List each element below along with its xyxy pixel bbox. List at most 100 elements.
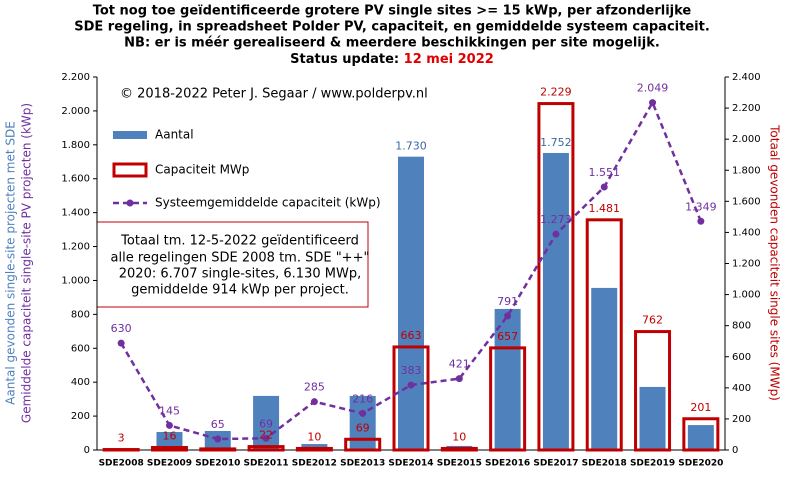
x-tick-label: SDE2016 xyxy=(485,459,530,469)
outline-bar xyxy=(199,447,237,452)
line-point xyxy=(504,312,512,320)
title-line: SDE regeling, in spreadsheet Polder PV, … xyxy=(74,20,710,35)
data-label: 421 xyxy=(449,358,470,371)
data-label: 1.273 xyxy=(540,213,572,226)
data-label: 10 xyxy=(452,430,466,443)
legend-swatch xyxy=(113,131,147,139)
y-axis-label-outer: Aantal gevonden single-site projecten me… xyxy=(4,121,18,405)
y-tick-label: 1.800 xyxy=(61,140,90,151)
line-point xyxy=(697,217,705,225)
y2-tick-label: 200 xyxy=(732,414,751,425)
annotation-line: alle regelingen SDE 2008 tm. SDE "++" xyxy=(111,251,370,266)
line-point xyxy=(359,409,367,417)
outline-bar xyxy=(247,445,285,452)
status-date: 12 mei 2022 xyxy=(404,52,494,67)
line-point xyxy=(552,230,560,238)
data-label: 657 xyxy=(497,330,518,343)
bar xyxy=(639,386,666,450)
y2-tick-label: 2.400 xyxy=(732,72,761,83)
line-point xyxy=(455,375,463,383)
annotation-line: Totaal tm. 12-5-2022 geïdentificeerd xyxy=(120,234,359,249)
y-tick-label: 1.400 xyxy=(61,208,90,219)
data-label: 1.752 xyxy=(540,136,572,149)
y-tick-label: 1.600 xyxy=(61,174,90,185)
status: Status update: 12 mei 2022 xyxy=(290,52,494,67)
data-label: 145 xyxy=(159,404,180,417)
data-label: 791 xyxy=(497,295,518,308)
x-tick-label: SDE2019 xyxy=(630,459,675,469)
y2-tick-label: 400 xyxy=(732,383,751,394)
bar xyxy=(349,395,376,450)
y2-tick-label: 1.400 xyxy=(732,227,761,238)
annotation-line: gemiddelde 914 kWp per project. xyxy=(131,283,349,298)
data-label: 69 xyxy=(259,417,273,430)
line-point xyxy=(214,435,222,443)
y2-tick-label: 2.000 xyxy=(732,134,761,145)
x-tick-label: SDE2013 xyxy=(340,459,385,469)
x-tick-label: SDE2014 xyxy=(388,459,433,469)
bar xyxy=(687,425,714,450)
outline-bar xyxy=(440,446,478,452)
outline-bar xyxy=(489,346,527,452)
y2-tick-label: 1.600 xyxy=(732,196,761,207)
line-point xyxy=(310,398,318,406)
y-tick-label: 400 xyxy=(71,377,90,388)
line-point xyxy=(165,421,173,429)
legend-swatch xyxy=(112,162,148,178)
y-tick-label: 1.200 xyxy=(61,242,90,253)
line-point xyxy=(262,434,270,442)
y2-tick-label: 600 xyxy=(732,352,751,363)
y2-tick-label: 800 xyxy=(732,321,751,332)
outline-bar xyxy=(537,102,575,452)
data-label: 383 xyxy=(401,364,422,377)
data-label: 22 xyxy=(259,429,273,442)
legend-label: Systeemgemiddelde capaciteit (kWp) xyxy=(155,196,381,210)
outline-bar xyxy=(344,437,382,452)
outline-bar xyxy=(585,218,623,452)
x-tick-label: SDE2017 xyxy=(533,459,578,469)
y-tick-label: 600 xyxy=(71,343,90,354)
y-tick-label: 2.200 xyxy=(61,72,90,83)
data-label: 16 xyxy=(162,430,176,443)
data-label: 65 xyxy=(211,418,225,431)
status-label: Status update: xyxy=(290,52,399,67)
x-tick-label: SDE2011 xyxy=(243,459,288,469)
x-tick-label: SDE2009 xyxy=(147,459,192,469)
outline-bar xyxy=(392,345,430,452)
legend-label: Aantal xyxy=(155,128,194,142)
data-label: 285 xyxy=(304,381,325,394)
data-label: 10 xyxy=(307,430,321,443)
data-label: 1.551 xyxy=(588,166,620,179)
legend-label: Capaciteit MWp xyxy=(155,163,249,177)
y2-tick-label: 1.800 xyxy=(732,165,761,176)
title-line: Tot nog toe geïdentificeerde grotere PV … xyxy=(93,4,692,19)
outline-bar xyxy=(682,417,720,452)
x-tick-label: SDE2012 xyxy=(292,459,337,469)
outline-bar xyxy=(150,446,188,452)
y2-axis-label: Totaal gevonden capaciteit single sites … xyxy=(768,124,782,401)
data-label: 1.730 xyxy=(395,140,427,153)
y-tick-label: 800 xyxy=(71,309,90,320)
bar xyxy=(494,308,521,450)
y-tick-label: 1.000 xyxy=(61,275,90,286)
y2-tick-label: 1.200 xyxy=(732,259,761,270)
outline-bar xyxy=(295,446,333,452)
line-point xyxy=(600,183,608,191)
x-tick-label: SDE2008 xyxy=(99,459,144,469)
line-point xyxy=(649,99,657,107)
data-label: 663 xyxy=(401,329,422,342)
title-line: NB: er is méér gerealiseerd & meerdere b… xyxy=(124,36,660,51)
x-tick-label: SDE2010 xyxy=(195,459,240,469)
legend-swatch xyxy=(126,199,134,207)
bar xyxy=(156,432,183,450)
y2-tick-label: 2.200 xyxy=(732,103,761,114)
outline-bar xyxy=(634,330,672,452)
data-label: 630 xyxy=(111,322,132,335)
annotation-line: 2020: 6.707 single-sites, 6.130 MWp, xyxy=(119,267,361,282)
bar xyxy=(398,156,424,450)
y-axis-label-inner: Gemiddelde capaciteit single-site PV pro… xyxy=(20,103,34,423)
line-point xyxy=(117,339,125,347)
line-point xyxy=(407,381,415,389)
y-tick-label: 2.000 xyxy=(61,106,90,117)
